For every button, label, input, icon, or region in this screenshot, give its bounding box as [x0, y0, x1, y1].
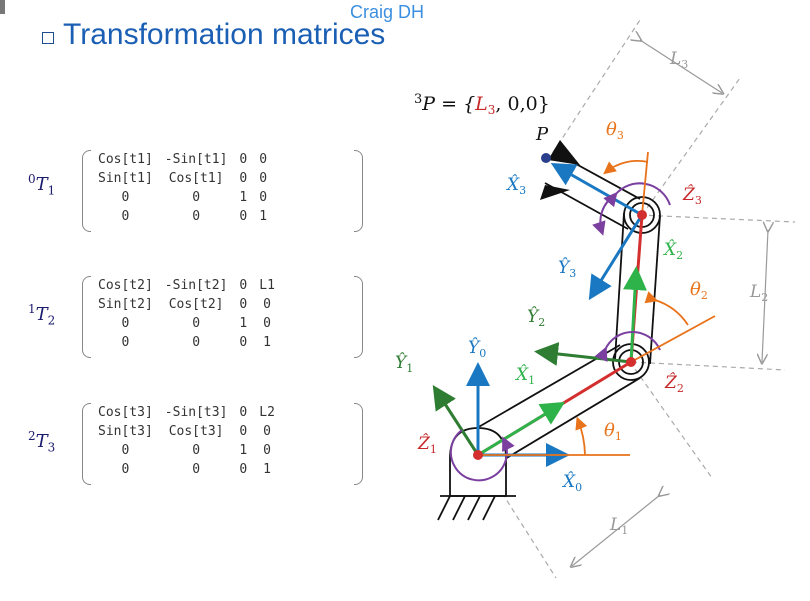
l1-dimension-arrow: [572, 495, 660, 566]
x1-axis-arrow: [477, 401, 566, 457]
slide-corner-mark: [0, 0, 5, 14]
dimension-arrows: [572, 40, 768, 566]
y2-label: Ŷ2: [527, 306, 545, 329]
matrix-label-1-2: 1T2: [28, 302, 56, 328]
joint2-dot: [626, 357, 636, 367]
x2-axis-arrow: [623, 266, 647, 363]
y2-axis-arrow: [534, 342, 632, 366]
x3-label: X̂3: [505, 175, 526, 197]
point-p-label: P: [535, 124, 549, 145]
bracket-left: [82, 403, 91, 485]
l3-label: L3: [669, 49, 688, 71]
z3-label: Ẑ3: [682, 184, 702, 207]
y3-label: Ŷ3: [558, 257, 576, 280]
l3-dimension-arrow: [640, 40, 722, 93]
z2-label: Ẑ2: [664, 372, 684, 395]
matrix-label-0-1: 0T1: [28, 172, 56, 198]
y3-axis-arrow: [588, 214, 644, 301]
y0-label: Ŷ0: [468, 337, 486, 360]
angle-markers: [478, 151, 716, 456]
point-equation: 3P = {L3, 0,0}: [414, 92, 550, 117]
theta3-label: θ3: [606, 119, 624, 142]
y1-label: Ŷ1: [395, 352, 413, 375]
x0-label: X̂0: [561, 472, 582, 494]
theta1-label: θ1: [604, 420, 622, 443]
l2-label: L2: [749, 282, 768, 304]
point-p-dot: [541, 153, 551, 163]
bracket-left: [82, 276, 91, 358]
matrix-label-2-3: 2T3: [28, 429, 56, 455]
x2-label: X̂2: [662, 240, 683, 262]
source-label: Craig DH: [350, 2, 425, 22]
bracket-left: [82, 150, 91, 232]
x3-axis-arrow: [550, 163, 643, 217]
dimension-lines: [477, 19, 796, 579]
axis-arrows: [432, 163, 644, 467]
joint1-dot: [473, 450, 483, 460]
bullet-icon: [42, 32, 54, 44]
joint3-dot: [637, 210, 647, 220]
slide-title: Transformation matrices: [63, 18, 386, 51]
y1-axis-arrow: [432, 384, 480, 456]
x1-label: X̂1: [514, 365, 535, 387]
theta2-label: θ2: [690, 279, 708, 302]
z1-label: Ẑ1: [417, 433, 437, 456]
l1-label: L1: [609, 515, 628, 537]
link-outlines: [469, 152, 661, 469]
l2-dimension-arrow: [762, 230, 768, 362]
end-effector-gripper: [540, 140, 580, 200]
